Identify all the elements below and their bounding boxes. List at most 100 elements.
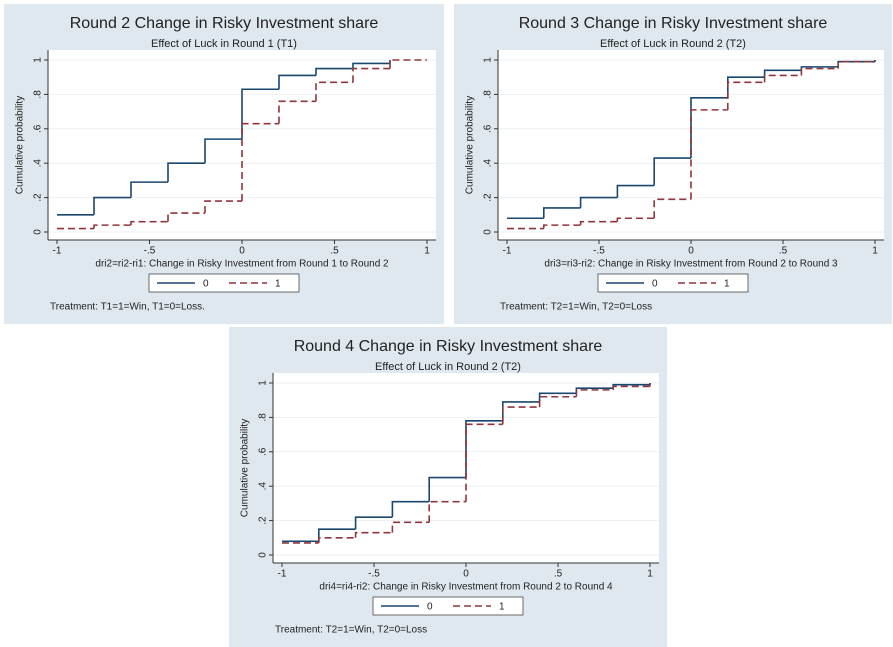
x-tick-label: .5 [554,569,563,580]
legend-label: 0 [203,279,209,290]
x-tick-label: 0 [463,569,469,580]
y-tick-label: .6 [258,447,269,456]
y-tick-label: 0 [33,229,44,235]
step-line [575,389,614,397]
step-line [315,67,353,76]
step-line [538,392,577,402]
chart-panel: Round 4 Change in Risky Investment share… [229,327,667,647]
step-line [727,76,765,98]
step-line [763,74,802,83]
legend-label: 0 [427,602,433,613]
y-axis-label: Cumulative probability [465,96,476,194]
step-line [130,220,168,226]
y-tick-label: .2 [33,193,44,202]
step-line [354,516,393,530]
y-tick-label: 0 [483,229,494,235]
x-axis-label: dri2=ri2-ri1: Change in Risky Investment… [95,259,389,270]
chart-subtitle: Effect of Luck in Round 1 (T1) [151,38,297,50]
y-tick-label: .8 [258,413,269,422]
step-line [352,62,390,69]
y-tick-label: .2 [258,516,269,525]
x-tick-label: -.5 [593,246,605,257]
x-tick-label: .5 [779,246,788,257]
legend-label: 1 [275,279,281,290]
step-line [241,88,279,140]
step-line [465,423,503,502]
step-line [837,60,875,69]
step-line [241,122,279,202]
step-line [543,207,581,219]
y-tick-label: 1 [258,380,269,386]
x-tick-label: 1 [872,246,878,257]
step-line [204,200,242,214]
y-tick-label: .8 [33,90,44,99]
note: Treatment: T2=1=Win, T2=0=Loss [275,625,427,636]
x-axis-label: dri4=ri4-ri2: Change in Risky Investment… [319,582,613,593]
y-tick-label: .4 [483,159,494,168]
step-line [278,74,316,90]
step-line [93,224,131,229]
step-line [579,196,618,208]
step-line [428,500,466,523]
y-tick-label: .4 [258,482,269,491]
step-line [93,196,131,215]
chart-title: Round 2 Change in Risky Investment share [70,15,379,32]
chart-panel: Round 3 Change in Risky Investment share… [454,4,892,324]
y-tick-label: .8 [483,90,494,99]
chart-subtitle: Effect of Luck in Round 2 (T2) [375,361,521,373]
step-line [727,81,765,110]
legend-label: 1 [724,279,730,290]
chart-panel: Round 2 Change in Risky Investment share… [4,4,444,324]
x-tick-label: .5 [330,246,339,257]
x-tick-label: 0 [239,246,245,257]
y-tick-label: 0 [258,552,269,558]
step-line [352,67,390,83]
step-line [204,138,242,164]
chart-title: Round 3 Change in Risky Investment share [519,15,828,32]
step-line [612,385,650,390]
chart-subtitle: Effect of Luck in Round 2 (T2) [600,38,746,50]
x-axis-label: dri3=ri3-ri2: Change in Risky Investment… [544,259,838,270]
x-tick-label: -1 [53,246,62,257]
x-tick-label: -1 [503,246,512,257]
step-line [800,67,839,76]
x-tick-label: 1 [424,246,430,257]
step-line [502,406,540,425]
step-line [315,81,353,102]
step-line [502,401,540,421]
step-line [616,184,655,198]
step-line [653,157,691,186]
y-tick-label: 1 [33,57,44,63]
x-tick-label: 1 [647,569,653,580]
y-tick-label: .2 [483,193,494,202]
step-line [167,212,205,222]
x-tick-label: -.5 [368,569,380,580]
y-tick-label: .4 [33,159,44,168]
step-line [538,395,577,408]
x-tick-label: -1 [278,569,287,580]
step-line [318,537,356,543]
step-line [389,59,427,69]
step-line [354,531,393,538]
step-line [391,521,430,533]
step-line [653,198,691,219]
x-tick-label: -.5 [144,246,156,257]
legend-box [597,273,749,293]
step-line [543,224,581,229]
step-line [616,217,655,222]
y-tick-label: .6 [483,124,494,133]
y-axis-label: Cumulative probability [15,96,26,194]
note: Treatment: T1=1=Win, T1=0=Loss. [50,302,205,313]
legend-box [372,596,524,616]
y-tick-label: 1 [483,57,494,63]
step-line [465,420,503,478]
step-line [690,109,728,200]
y-tick-label: .6 [33,124,44,133]
x-tick-label: 0 [688,246,694,257]
legend-box [148,273,300,293]
step-line [579,220,618,226]
legend-label: 0 [652,279,658,290]
step-line [428,476,466,502]
step-line [130,181,168,198]
chart-title: Round 4 Change in Risky Investment share [294,338,603,355]
